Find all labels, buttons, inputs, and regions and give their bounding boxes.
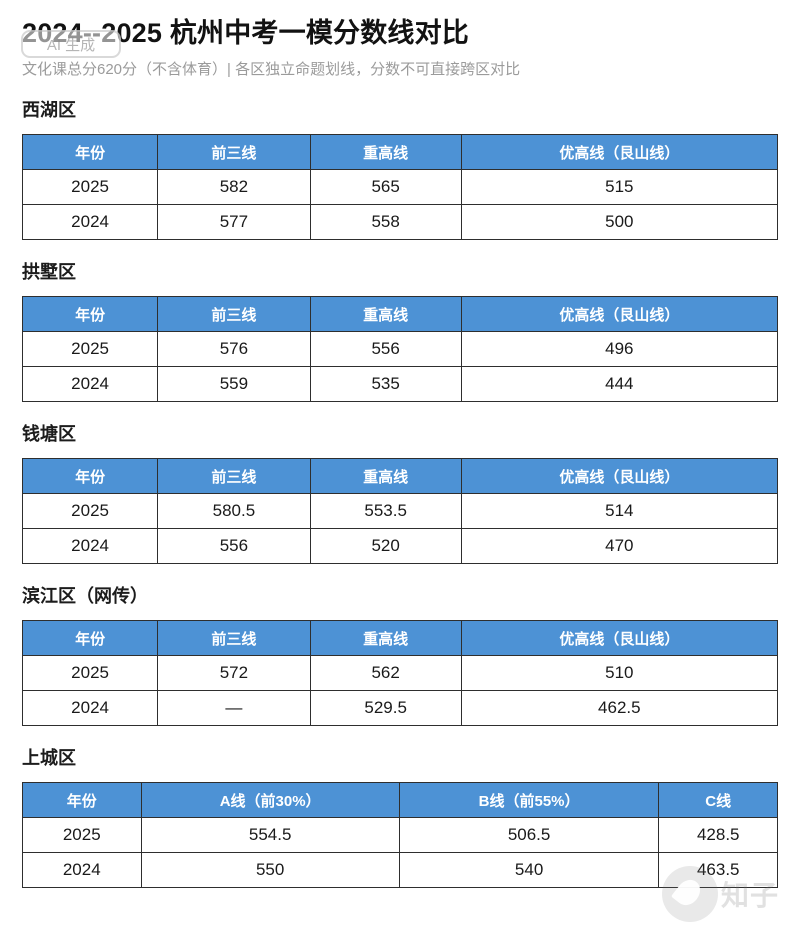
district-sections-container: 西湖区 年份 前三线 重高线 优高线（艮山线） 2025 582 565 515 2024 57…	[21, 99, 779, 888]
score-cell: 582	[157, 169, 311, 205]
page-subtitle: 文化课总分620分（不含体育）| 各区独立命题划线，分数不可直接跨区对比	[22, 61, 521, 78]
year-cell: 2024	[21, 528, 159, 564]
district-section: 滨江区（网传） 年份 前三线 重高线 优高线（艮山线） 2025 572 562 510 20…	[21, 585, 779, 726]
year-cell: 2025	[21, 655, 159, 691]
page-title: 2024--2025 杭州中考一模分数线对比	[22, 18, 470, 48]
column-header: 重高线	[309, 134, 462, 170]
score-cell: 535	[309, 366, 462, 402]
score-cell: 506.5	[398, 817, 660, 853]
score-cell: 529.5	[309, 690, 462, 726]
district-title: 钱塘区	[22, 424, 76, 444]
district-title: 西湖区	[22, 100, 76, 120]
district-section: 拱墅区 年份 前三线 重高线 优高线（艮山线） 2025 576 556 496 2024 55…	[21, 261, 779, 402]
year-cell: 2025	[22, 817, 142, 853]
table-row: 2025 554.5 506.5 428.5	[22, 817, 778, 853]
score-cell: 510	[460, 655, 779, 691]
score-cell: 559	[157, 366, 311, 402]
year-cell: 2024	[22, 852, 142, 888]
column-header: B线（前55%）	[398, 782, 660, 818]
table-row: 2025 580.5 553.5 514	[21, 493, 779, 529]
column-header: 重高线	[309, 620, 462, 656]
district-section: 上城区 年份 A线（前30%） B线（前55%） C线 2025 554.5 506.5 4…	[22, 747, 778, 888]
table-header-row: 年份 A线（前30%） B线（前55%） C线	[22, 782, 778, 818]
district-title: 拱墅区	[22, 262, 76, 282]
score-cell: 580.5	[157, 493, 311, 529]
table-header-row: 年份 前三线 重高线 优高线（艮山线）	[21, 458, 779, 494]
year-cell: 2024	[21, 690, 159, 726]
column-header: 年份	[21, 458, 159, 494]
table-row: 2024 556 520 470	[21, 528, 779, 564]
score-cell: 565	[309, 169, 462, 205]
column-header: A线（前30%）	[140, 782, 400, 818]
column-header: 年份	[21, 296, 159, 332]
table-header-row: 年份 前三线 重高线 优高线（艮山线）	[21, 620, 779, 656]
column-header: 前三线	[157, 296, 311, 332]
district-section: 钱塘区 年份 前三线 重高线 优高线（艮山线） 2025 580.5 553.5 514 20…	[21, 423, 779, 564]
score-cell: 500	[460, 204, 779, 240]
score-cell: 428.5	[658, 817, 778, 853]
score-cell: 470	[460, 528, 779, 564]
score-cell: 515	[460, 169, 779, 205]
year-cell: 2024	[21, 366, 159, 402]
score-cell: 576	[157, 331, 311, 367]
table-row: 2024—529.5 462.5	[21, 690, 779, 726]
year-cell: 2025	[21, 331, 159, 367]
score-cell: 444	[460, 366, 779, 402]
year-cell: 2025	[21, 493, 159, 529]
score-cell: —	[157, 690, 311, 726]
column-header: 优高线（艮山线）	[460, 620, 779, 656]
column-header: 年份	[22, 782, 142, 818]
column-header: 优高线（艮山线）	[460, 458, 779, 494]
score-table: 年份 前三线 重高线 优高线（艮山线） 2025 572 562 510 2024—529.5…	[21, 620, 779, 726]
column-header: 前三线	[157, 620, 311, 656]
column-header: 前三线	[157, 134, 311, 170]
district-section: 西湖区 年份 前三线 重高线 优高线（艮山线） 2025 582 565 515 2024 57…	[21, 99, 779, 240]
score-cell: 520	[309, 528, 462, 564]
table-row: 2025 572 562 510	[21, 655, 779, 691]
score-cell: 514	[460, 493, 779, 529]
table-row: 2025 576 556 496	[21, 331, 779, 367]
score-cell: 562	[309, 655, 462, 691]
score-cell: 553.5	[309, 493, 462, 529]
score-cell: 572	[157, 655, 311, 691]
column-header: 年份	[21, 134, 159, 170]
year-cell: 2024	[21, 204, 159, 240]
score-cell: 463.5	[658, 852, 778, 888]
score-table: 年份 前三线 重高线 优高线（艮山线） 2025 582 565 515 2024 577 558…	[21, 134, 779, 240]
score-table: 年份 A线（前30%） B线（前55%） C线 2025 554.5 506.5 428.5…	[22, 782, 778, 888]
score-cell: 554.5	[140, 817, 400, 853]
score-cell: 556	[157, 528, 311, 564]
table-row: 2024 559 535 444	[21, 366, 779, 402]
column-header: C线	[658, 782, 778, 818]
column-header: 重高线	[309, 296, 462, 332]
year-cell: 2025	[21, 169, 159, 205]
column-header: 优高线（艮山线）	[460, 134, 779, 170]
column-header: 年份	[21, 620, 159, 656]
column-header: 前三线	[157, 458, 311, 494]
column-header: 优高线（艮山线）	[460, 296, 779, 332]
table-header-row: 年份 前三线 重高线 优高线（艮山线）	[21, 296, 779, 332]
score-cell: 556	[309, 331, 462, 367]
score-cell: 558	[309, 204, 462, 240]
column-header: 重高线	[309, 458, 462, 494]
score-cell: 496	[460, 331, 779, 367]
table-row: 2024 577 558 500	[21, 204, 779, 240]
score-cell: 462.5	[460, 690, 779, 726]
score-table: 年份 前三线 重高线 优高线（艮山线） 2025 576 556 496 2024 559 535…	[21, 296, 779, 402]
score-cell: 540	[398, 852, 660, 888]
score-cell: 577	[157, 204, 311, 240]
district-title: 滨江区（网传）	[22, 586, 148, 606]
score-table: 年份 前三线 重高线 优高线（艮山线） 2025 580.5 553.5 514 2024 55…	[21, 458, 779, 564]
table-row: 2025 582 565 515	[21, 169, 779, 205]
table-row: 2024 550 540 463.5	[22, 852, 778, 888]
table-header-row: 年份 前三线 重高线 优高线（艮山线）	[21, 134, 779, 170]
district-title: 上城区	[22, 748, 76, 768]
score-cell: 550	[140, 852, 400, 888]
